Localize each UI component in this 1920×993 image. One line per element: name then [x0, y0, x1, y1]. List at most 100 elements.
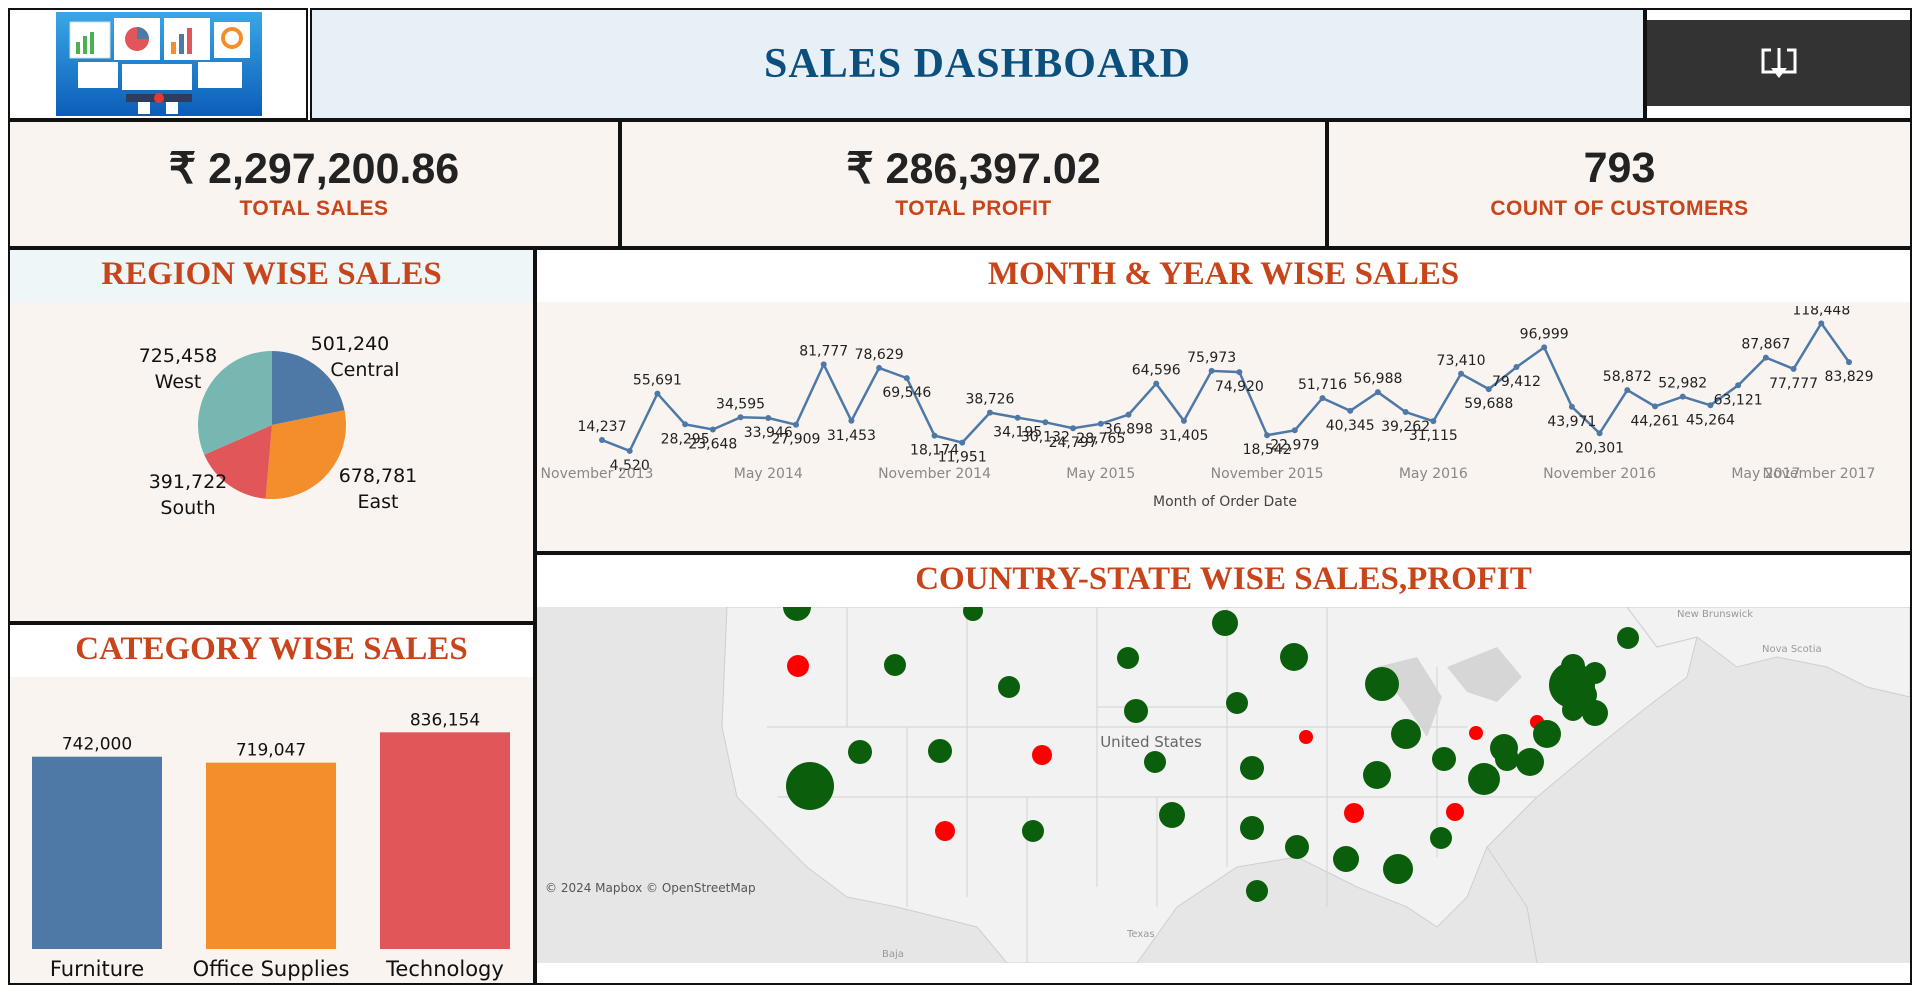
state-bubble: [1584, 662, 1606, 684]
state-bubble: [1561, 654, 1585, 678]
line-point[interactable]: [1291, 427, 1298, 434]
line-point[interactable]: [1208, 367, 1215, 374]
pie-slice-south[interactable]: [204, 425, 272, 499]
state-bubbles[interactable]: [783, 607, 1639, 902]
line-point[interactable]: [959, 439, 966, 446]
line-point[interactable]: [1319, 395, 1326, 402]
pie-slice-central[interactable]: [272, 351, 345, 425]
line-point[interactable]: [1762, 354, 1769, 361]
line-value-label: 74,920: [1215, 379, 1264, 395]
line-point[interactable]: [1180, 417, 1187, 424]
state-bubble: [1391, 719, 1421, 749]
pie-slice-east[interactable]: [265, 410, 346, 499]
line-value-label: 11,951: [938, 450, 987, 466]
state-bubble: [1022, 820, 1044, 842]
line-value-label: 87,867: [1741, 337, 1790, 353]
total-sales-value: ₹ 2,297,200.86: [168, 145, 460, 193]
line-value-label: 28,765: [1076, 431, 1125, 447]
line-point[interactable]: [765, 414, 772, 421]
line-point[interactable]: [1596, 430, 1603, 437]
line-value-label: 22,979: [1270, 437, 1319, 453]
line-point[interactable]: [1264, 432, 1271, 439]
line-point[interactable]: [1541, 344, 1548, 351]
line-value-label: 51,716: [1298, 377, 1347, 393]
map-view[interactable]: United States New Brunswick Nova Scotia …: [537, 607, 1910, 963]
total-sales-label: TOTAL SALES: [239, 197, 389, 220]
line-point[interactable]: [1790, 365, 1797, 372]
sales-line: [601, 321, 1851, 453]
line-point[interactable]: [1014, 414, 1021, 421]
state-bubble: [963, 607, 983, 621]
line-point[interactable]: [1707, 402, 1714, 409]
line-point[interactable]: [1458, 370, 1465, 377]
category-bar-chart: 742,000 Furniture 719,047 Office Supplies 83…: [32, 710, 510, 981]
line-point[interactable]: [986, 409, 993, 416]
line-point[interactable]: [903, 375, 910, 382]
state-bubble: [1617, 627, 1639, 649]
line-point[interactable]: [931, 432, 938, 439]
line-point[interactable]: [1402, 409, 1409, 416]
line-value-label: 23,648: [688, 437, 737, 453]
state-bubble: [1117, 647, 1139, 669]
line-value-label: 34,595: [716, 396, 765, 412]
bar-technology[interactable]: [380, 732, 510, 949]
title-bar: SALES DASHBOARD: [310, 8, 1645, 120]
line-point[interactable]: [1097, 420, 1104, 427]
bar-category-label: Technology: [385, 957, 504, 981]
bar-furniture[interactable]: [32, 756, 162, 949]
state-bubble: [884, 654, 906, 676]
x-tick-label: May 2017: [1731, 466, 1800, 482]
line-value-label: 45,264: [1686, 412, 1735, 428]
line-point[interactable]: [682, 421, 689, 428]
map-attribution: © 2024 Mapbox © OpenStreetMap: [545, 881, 756, 895]
line-point[interactable]: [1568, 403, 1575, 410]
line-point[interactable]: [654, 390, 661, 397]
line-point[interactable]: [792, 421, 799, 428]
export-button[interactable]: [1647, 20, 1910, 106]
state-bubble: [1469, 726, 1483, 740]
line-value-label: 43,971: [1547, 414, 1596, 430]
line-point[interactable]: [1347, 407, 1354, 414]
line-value-label: 30,132: [1021, 429, 1070, 445]
line-point[interactable]: [1679, 393, 1686, 400]
line-point[interactable]: [1735, 382, 1742, 389]
line-point[interactable]: [709, 426, 716, 433]
line-point[interactable]: [1846, 359, 1852, 366]
line-point[interactable]: [1153, 380, 1160, 387]
map-title: COUNTRY-STATE WISE SALES,PROFIT: [915, 561, 1532, 597]
line-value-label: 27,909: [771, 432, 820, 448]
line-point[interactable]: [1513, 364, 1520, 371]
export-panel: [1645, 8, 1912, 120]
line-value-label: 31,453: [827, 428, 876, 444]
total-profit-value: ₹ 286,397.02: [846, 145, 1101, 193]
line-point[interactable]: [1485, 386, 1492, 393]
line-point[interactable]: [1652, 403, 1659, 410]
line-point[interactable]: [626, 447, 633, 454]
line-value-label: 78,629: [855, 347, 904, 363]
line-point[interactable]: [599, 437, 605, 444]
line-point[interactable]: [1430, 418, 1437, 425]
line-point[interactable]: [1070, 425, 1077, 432]
pie-slice-west[interactable]: [197, 351, 272, 455]
bar-office-supplies[interactable]: [206, 762, 336, 949]
line-point[interactable]: [876, 364, 883, 371]
line-point[interactable]: [1374, 389, 1381, 396]
line-value-label: 39,262: [1381, 419, 1430, 435]
line-point[interactable]: [737, 414, 744, 421]
line-point[interactable]: [1818, 320, 1825, 327]
line-point[interactable]: [820, 361, 827, 368]
state-bubble: [1533, 720, 1561, 748]
line-point[interactable]: [1042, 419, 1049, 426]
map-place-label-nova-scotia: Nova Scotia: [1762, 644, 1822, 655]
line-point[interactable]: [1125, 411, 1132, 418]
total-profit-label: TOTAL PROFIT: [895, 197, 1052, 220]
kpi-customers: 793 COUNT OF CUSTOMERS: [1327, 120, 1912, 248]
line-value-label: 75,973: [1187, 350, 1236, 366]
line-point[interactable]: [1236, 369, 1243, 376]
state-bubble: [998, 676, 1020, 698]
state-bubble: [1299, 730, 1313, 744]
line-point[interactable]: [1624, 387, 1631, 394]
state-bubble: [1383, 854, 1413, 884]
line-point[interactable]: [848, 417, 855, 424]
x-tick-label: November 2017: [1763, 466, 1876, 482]
